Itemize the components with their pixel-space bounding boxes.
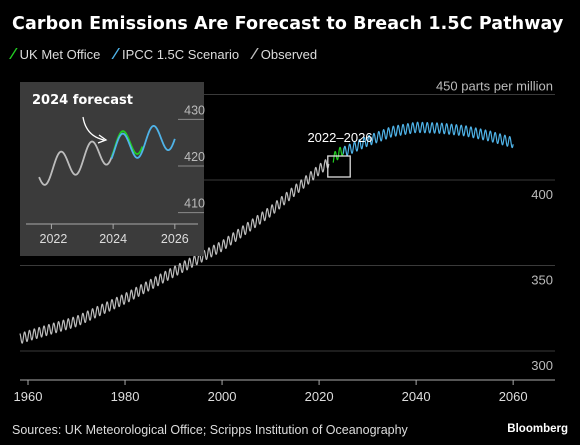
- inset-series-line-observed: [38, 140, 114, 186]
- y-top-label: 450 parts per million: [436, 79, 553, 94]
- inset-y-tick-label: 410: [184, 197, 205, 211]
- inset-x-tick-label: 2024: [99, 232, 127, 246]
- legend-label-met-office: UK Met Office: [19, 47, 101, 62]
- inset-background: [20, 82, 204, 256]
- inset-title: 2024 forecast: [32, 93, 133, 108]
- legend-swatch-observed: ∕: [253, 46, 256, 63]
- inset-series-line-ipcc-1-5c-scenario: [110, 125, 176, 159]
- legend-item-observed: ∕ Observed: [253, 46, 318, 63]
- series-line-uk-met-office: [332, 146, 345, 163]
- legend-item-ipcc: ∕ IPCC 1.5C Scenario: [114, 46, 240, 63]
- inset-y-tick-label: 430: [184, 103, 205, 117]
- series-line-ipcc-1-5c-scenario: [342, 121, 514, 157]
- y-tick-label: 400: [531, 187, 553, 202]
- x-tick-label: 2060: [499, 389, 528, 404]
- legend-item-met-office: ∕ UK Met Office: [12, 46, 101, 63]
- legend-swatch-ipcc: ∕: [114, 46, 118, 63]
- legend-label-ipcc: IPCC 1.5C Scenario: [122, 47, 240, 62]
- legend: ∕ UK Met Office ∕ IPCC 1.5C Scenario ∕ O…: [12, 46, 318, 63]
- highlight-label: 2022–2026: [307, 130, 372, 145]
- highlight-box: [327, 155, 351, 178]
- inset-annotation-arrow: [82, 116, 105, 141]
- x-tick-label: 2040: [402, 389, 431, 404]
- inset-y-tick-label: 420: [184, 150, 205, 164]
- x-tick-label: 1980: [111, 389, 140, 404]
- inset-annotation-arrowhead: [97, 134, 108, 144]
- source-note: Sources: UK Meteorological Office; Scrip…: [12, 423, 408, 437]
- chart-title: Carbon Emissions Are Forecast to Breach …: [12, 14, 564, 34]
- legend-label-observed: Observed: [260, 47, 318, 62]
- x-tick-label: 1960: [14, 389, 43, 404]
- x-tick-label: 2000: [208, 389, 237, 404]
- brand-logo: Bloomberg: [507, 423, 568, 435]
- legend-swatch-met-office: ∕: [12, 46, 15, 63]
- y-tick-label: 350: [531, 273, 553, 288]
- inset-panel: 410 420 430 2022 2024 2026 2024 forecast: [20, 82, 205, 256]
- y-tick-label: 300: [531, 358, 553, 373]
- inset-x-tick-label: 2026: [161, 232, 189, 246]
- series-line-observed: [19, 159, 330, 344]
- inset-x-tick-label: 2022: [40, 232, 68, 246]
- x-tick-label: 2020: [305, 389, 334, 404]
